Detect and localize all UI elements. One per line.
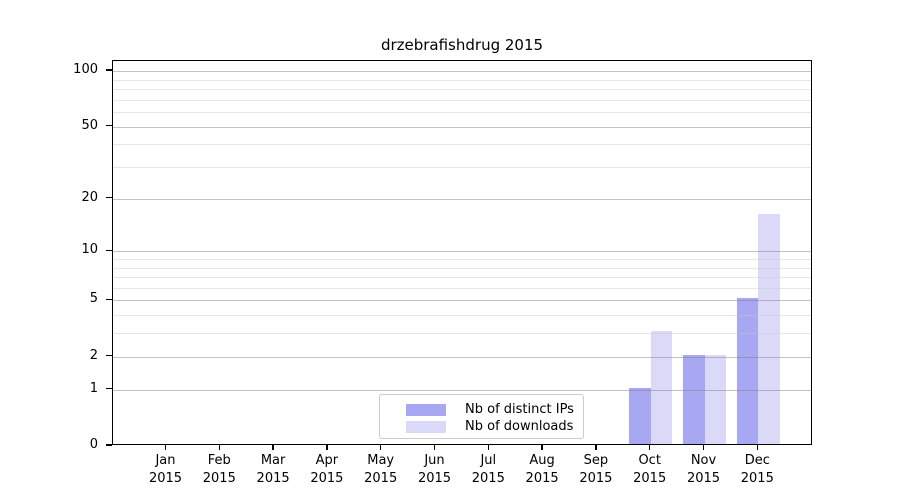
x-tick-mark-sep (595, 445, 597, 450)
y-tick-label-5: 5 (89, 291, 98, 307)
x-tick-mark-dec (756, 445, 758, 450)
x-tick-label-may: May 2015 (364, 453, 398, 486)
x-tick-label-jul: Jul 2015 (471, 453, 505, 486)
x-tick-mark-aug (541, 445, 543, 450)
y-tick-label-100: 100 (73, 62, 98, 77)
y-tick-mark-10 (106, 249, 112, 251)
y-tick-mark-5 (106, 298, 112, 301)
x-tick-mark-jul (487, 445, 489, 450)
x-tick-label-jun: Jun 2015 (417, 453, 452, 486)
legend-item-ips: Nb of distinct IPs (406, 401, 583, 418)
gridline-minor-8 (113, 267, 811, 269)
y-tick-label-20: 20 (81, 189, 98, 205)
gridline-minor-7 (113, 277, 811, 278)
gridline-10 (113, 251, 811, 253)
legend-swatch-downloads (406, 420, 446, 433)
bars-layer (113, 61, 811, 444)
x-tick-mark-may (380, 445, 382, 450)
x-tick-label-aug: Aug 2015 (525, 453, 559, 486)
gridline-minor-4 (113, 315, 811, 317)
y-tick-mark-1 (106, 388, 112, 390)
y-tick-label-2: 2 (89, 347, 98, 363)
bar-ips-nov (683, 354, 705, 444)
gridline-minor-90 (113, 79, 811, 81)
bar-downloads-dec (758, 213, 780, 444)
x-tick-mark-feb (218, 445, 220, 450)
x-tick-mark-nov (702, 445, 705, 450)
y-tick-mark-20 (106, 196, 112, 199)
gridline-minor-9 (113, 258, 811, 260)
x-tick-label-sep: Sep 2015 (579, 453, 613, 486)
gridline-minor-70 (113, 99, 811, 101)
gridline-minor-80 (113, 88, 811, 90)
gridline-5 (113, 300, 811, 302)
y-tick-label-50: 50 (81, 117, 98, 133)
gridline-50 (113, 126, 811, 128)
y-tick-mark-100 (106, 69, 112, 71)
x-tick-label-oct: Oct 2015 (633, 453, 667, 486)
x-tick-mark-jan (164, 445, 167, 450)
gridline-minor-40 (113, 144, 811, 146)
y-tick-label-0: 0 (89, 437, 98, 452)
x-tick-label-nov: Nov 2015 (686, 453, 721, 486)
plot-area: Nb of distinct IPs Nb of downloads (112, 60, 812, 445)
bar-ips-oct (629, 387, 651, 444)
legend-item-downloads: Nb of downloads (406, 418, 583, 435)
gridlines-layer (113, 61, 811, 444)
y-tick-mark-0 (106, 444, 112, 446)
x-tick-mark-mar (272, 445, 274, 450)
y-tick-mark-2 (106, 355, 112, 357)
bar-downloads-nov (704, 354, 726, 444)
gridline-1 (113, 389, 811, 391)
x-tick-label-mar: Mar 2015 (256, 453, 290, 486)
y-tick-label-10: 10 (81, 242, 98, 258)
x-tick-label-feb: Feb 2015 (202, 453, 236, 486)
x-tick-label-apr: Apr 2015 (310, 453, 344, 486)
x-tick-mark-jun (433, 445, 436, 450)
legend-label-downloads: Nb of downloads (465, 419, 574, 434)
gridline-minor-30 (113, 167, 811, 168)
bar-downloads-oct (650, 331, 673, 444)
x-tick-label-jan: Jan 2015 (148, 453, 183, 486)
y-tick-label-1: 1 (89, 380, 98, 396)
gridline-minor-6 (113, 287, 811, 289)
x-tick-mark-apr (326, 445, 328, 450)
legend: Nb of distinct IPs Nb of downloads (379, 394, 584, 439)
legend-swatch-ips (406, 403, 446, 416)
x-tick-mark-oct (649, 445, 651, 450)
gridline-minor-60 (113, 112, 811, 113)
chart-title: drzebrafishdrug 2015 (380, 36, 544, 54)
x-tick-label-dec: Dec 2015 (740, 453, 774, 486)
gridline-minor-3 (113, 333, 811, 335)
gridline-100 (113, 71, 811, 72)
gridline-2 (113, 356, 811, 358)
y-tick-mark-50 (106, 124, 112, 127)
bar-ips-dec (736, 298, 759, 444)
gridline-20 (113, 198, 811, 200)
legend-label-ips: Nb of distinct IPs (465, 402, 574, 417)
